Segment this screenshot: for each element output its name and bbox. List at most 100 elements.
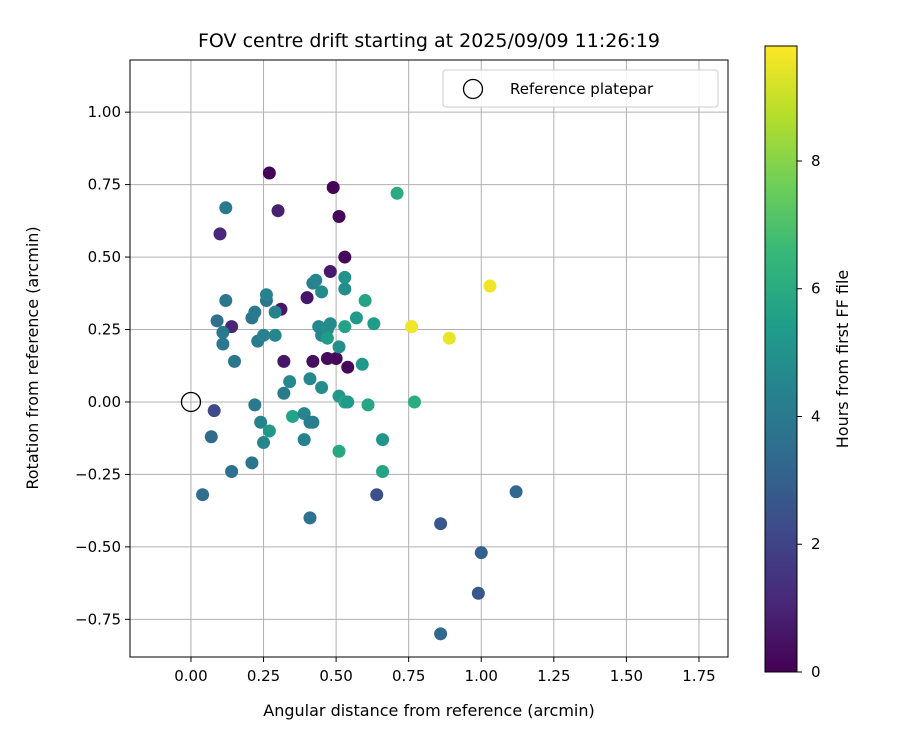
data-point	[306, 354, 320, 368]
colorbar: 0 2 4 6 8 Hours from first FF file	[764, 45, 852, 681]
colorbar-fill	[765, 46, 797, 672]
x-axis-ticks: 0.00 0.25 0.50 0.75 1.00 1.25 1.50 1.75	[174, 657, 716, 685]
legend-box	[442, 69, 719, 108]
data-point	[248, 305, 262, 319]
data-point	[257, 328, 271, 342]
legend: Reference platepar	[442, 69, 719, 108]
data-point	[341, 360, 355, 374]
data-point	[219, 201, 233, 215]
x-tick-label: 0.00	[174, 667, 207, 685]
data-point	[434, 517, 448, 531]
data-point	[367, 317, 381, 331]
data-point	[376, 465, 390, 479]
data-point	[228, 354, 242, 368]
y-tick-label: 0.00	[88, 393, 121, 411]
x-tick-label: 1.50	[610, 667, 643, 685]
data-points	[196, 166, 523, 641]
x-tick-label: 0.25	[247, 667, 280, 685]
data-point	[405, 320, 419, 334]
data-point	[204, 430, 218, 444]
y-tick-label: −0.25	[75, 465, 121, 483]
data-point	[315, 285, 329, 299]
data-point	[297, 433, 311, 447]
data-point	[483, 279, 497, 293]
x-tick-label: 1.00	[465, 667, 498, 685]
data-point	[216, 325, 230, 339]
data-point	[509, 485, 523, 499]
legend-label: Reference platepar	[510, 80, 654, 98]
data-point	[358, 294, 372, 308]
x-tick-label: 0.50	[319, 667, 352, 685]
data-point	[277, 386, 291, 400]
x-axis-title: Angular distance from reference (arcmin)	[263, 701, 594, 720]
colorbar-title: Hours from first FF file	[833, 270, 852, 449]
data-point	[283, 375, 297, 389]
data-point	[407, 395, 421, 409]
data-point	[259, 288, 273, 302]
data-point	[323, 265, 337, 279]
data-point	[349, 311, 363, 325]
data-point	[196, 488, 210, 502]
data-point	[332, 209, 346, 223]
x-tick-label: 1.25	[537, 667, 570, 685]
data-point	[207, 404, 221, 418]
data-point	[320, 331, 334, 345]
legend-reference-marker	[462, 78, 484, 100]
data-point	[262, 424, 276, 438]
data-point	[268, 328, 282, 342]
data-point	[271, 204, 285, 218]
data-point	[338, 270, 352, 284]
colorbar-ticks: 0 2 4 6 8	[797, 152, 821, 681]
data-point	[315, 380, 329, 394]
y-tick-label: 0.75	[88, 176, 121, 194]
y-tick-label: 1.00	[88, 103, 121, 121]
colorbar-tick-label: 4	[811, 407, 821, 425]
y-tick-label: −0.75	[75, 610, 121, 628]
data-point	[309, 273, 323, 287]
colorbar-tick-label: 8	[811, 152, 821, 170]
chart-title: FOV centre drift starting at 2025/09/09 …	[198, 30, 660, 52]
data-point	[442, 331, 456, 345]
data-point	[213, 227, 227, 241]
data-point	[219, 294, 233, 308]
data-point	[306, 415, 320, 429]
data-point	[216, 337, 230, 351]
data-point	[338, 320, 352, 334]
data-point	[257, 436, 271, 450]
data-point	[355, 357, 369, 371]
x-tick-label: 1.75	[682, 667, 715, 685]
grid-lines	[130, 60, 728, 657]
y-tick-label: 0.25	[88, 321, 121, 339]
data-point	[390, 186, 404, 200]
colorbar-tick-label: 6	[811, 280, 821, 298]
data-point	[434, 627, 448, 641]
data-point	[303, 372, 317, 386]
data-point	[262, 166, 276, 180]
reference-marker-layer	[180, 391, 202, 413]
x-tick-label: 0.75	[392, 667, 425, 685]
data-point	[277, 354, 291, 368]
plot-area-frame	[129, 59, 729, 658]
data-point	[332, 444, 346, 458]
data-point	[286, 409, 300, 423]
data-point	[245, 456, 259, 470]
y-axis-title: Rotation from reference (arcmin)	[23, 226, 42, 489]
data-point	[474, 546, 488, 560]
data-point	[254, 415, 268, 429]
data-point	[210, 314, 224, 328]
data-point	[376, 433, 390, 447]
y-axis-ticks: −0.75 −0.50 −0.25 0.00 0.25 0.50 0.75 1.00	[75, 103, 130, 628]
data-point	[323, 317, 337, 331]
data-point	[329, 352, 343, 365]
data-point	[300, 291, 314, 305]
colorbar-tick-label: 2	[811, 535, 821, 553]
data-point	[338, 282, 352, 296]
data-point	[326, 181, 340, 195]
data-point	[370, 488, 384, 502]
y-tick-label: 0.50	[88, 248, 121, 266]
colorbar-frame	[764, 45, 798, 673]
data-point	[248, 398, 262, 412]
colorbar-tick-label: 0	[811, 663, 821, 681]
reference-platepar-marker	[180, 391, 202, 413]
